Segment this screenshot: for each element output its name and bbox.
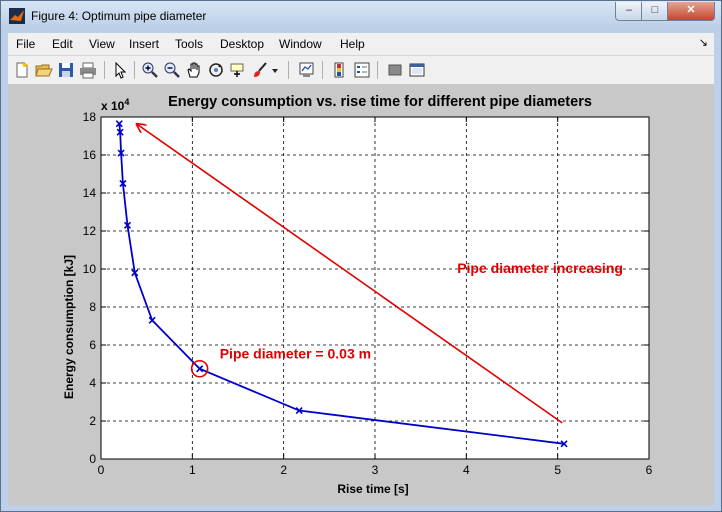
toolbar-separator (134, 61, 135, 79)
x-axis-label: Rise time [s] (337, 482, 408, 496)
y-tick-label: 2 (89, 414, 96, 428)
toolbar (8, 56, 714, 85)
x-tick-label: 3 (372, 463, 379, 477)
annotation-pipe-diameter: Pipe diameter = 0.03 m (220, 345, 371, 361)
toolbar-separator (104, 61, 105, 79)
y-tick-label: 10 (83, 262, 97, 276)
y-tick-label: 8 (89, 300, 96, 314)
data-point-marker (196, 365, 204, 373)
menu-edit[interactable]: Edit (52, 37, 73, 51)
brush-icon[interactable] (251, 61, 269, 79)
open-file-icon[interactable] (35, 61, 53, 79)
matlab-logo-icon (9, 8, 25, 24)
data-point-marker (119, 179, 127, 188)
toolbar-separator (377, 61, 378, 79)
y-axis-label: Energy consumption [kJ] (62, 255, 76, 399)
toolbar-separator (288, 61, 289, 79)
data-point-marker (123, 221, 132, 229)
menu-file[interactable]: File (16, 37, 36, 51)
y-tick-label: 14 (83, 186, 97, 200)
data-point-marker (117, 149, 125, 157)
y-tick-label: 16 (83, 148, 97, 162)
x-tick-label: 0 (98, 463, 105, 477)
y-tick-label: 12 (83, 224, 97, 238)
series-line (118, 123, 565, 445)
menu-insert[interactable]: Insert (129, 37, 160, 51)
y-tick-label: 4 (89, 376, 96, 390)
y-tick-label: 18 (83, 110, 97, 124)
x-tick-label: 2 (280, 463, 287, 477)
menu-tools[interactable]: Tools (175, 37, 204, 51)
menu-desktop[interactable]: Desktop (220, 37, 265, 51)
grid-lines (101, 117, 649, 459)
window-title: Figure 4: Optimum pipe diameter (31, 9, 207, 23)
y-tick-label: 6 (89, 338, 96, 352)
x-tick-label: 1 (189, 463, 196, 477)
data-point-marker (131, 269, 139, 277)
data-cursor-icon[interactable] (229, 61, 247, 79)
title-bar[interactable]: Figure 4: Optimum pipe diameter – □ ✕ (1, 1, 721, 31)
new-figure-icon[interactable] (13, 61, 31, 79)
data-series (115, 120, 568, 448)
zoom-in-icon[interactable] (141, 61, 159, 79)
annotation-arrow (138, 125, 563, 424)
data-point-marker (115, 120, 123, 128)
menu-bar: File Edit View Insert Tools Desktop Wind… (8, 33, 714, 56)
legend-icon[interactable] (353, 61, 371, 79)
menu-dock-arrow-icon[interactable]: ↘ (698, 37, 708, 49)
axis-ticks (100, 116, 650, 460)
colorbar-icon[interactable] (331, 61, 349, 79)
y-tick-label: 0 (89, 452, 96, 466)
annotation-pipe-increasing: Pipe diameter increasing (457, 260, 623, 276)
save-icon[interactable] (57, 61, 75, 79)
x-tick-label: 4 (463, 463, 470, 477)
menu-view[interactable]: View (89, 37, 115, 51)
y-tick-labels: 0 2 4 6 8 10 12 14 16 18 (83, 110, 97, 466)
link-plot-icon[interactable] (298, 61, 316, 79)
show-plot-tools-icon[interactable] (408, 61, 426, 79)
print-icon[interactable] (79, 61, 97, 79)
highlight-circle (190, 359, 209, 378)
toolbar-separator (322, 61, 323, 79)
minimize-button[interactable]: – (615, 2, 643, 21)
y-multiplier: x 104 (101, 97, 129, 113)
pan-icon[interactable] (185, 61, 203, 79)
x-tick-label: 5 (554, 463, 561, 477)
close-button[interactable]: ✕ (667, 2, 715, 21)
brush-dropdown-icon[interactable] (270, 61, 280, 79)
maximize-button[interactable]: □ (641, 2, 669, 21)
menu-window[interactable]: Window (279, 37, 322, 51)
edit-plot-icon[interactable] (111, 61, 129, 79)
data-point-marker (148, 316, 156, 324)
menu-help[interactable]: Help (340, 37, 365, 51)
zoom-out-icon[interactable] (163, 61, 181, 79)
rotate-3d-icon[interactable] (207, 61, 225, 79)
data-point-marker (560, 440, 568, 448)
data-point-marker (116, 128, 124, 136)
x-tick-labels: 0 1 2 3 4 5 6 (98, 463, 653, 477)
x-tick-label: 6 (646, 463, 653, 477)
chart-title: Energy consumption vs. rise time for dif… (168, 94, 592, 110)
data-point-marker (295, 406, 303, 415)
hide-plot-tools-icon[interactable] (386, 61, 404, 79)
